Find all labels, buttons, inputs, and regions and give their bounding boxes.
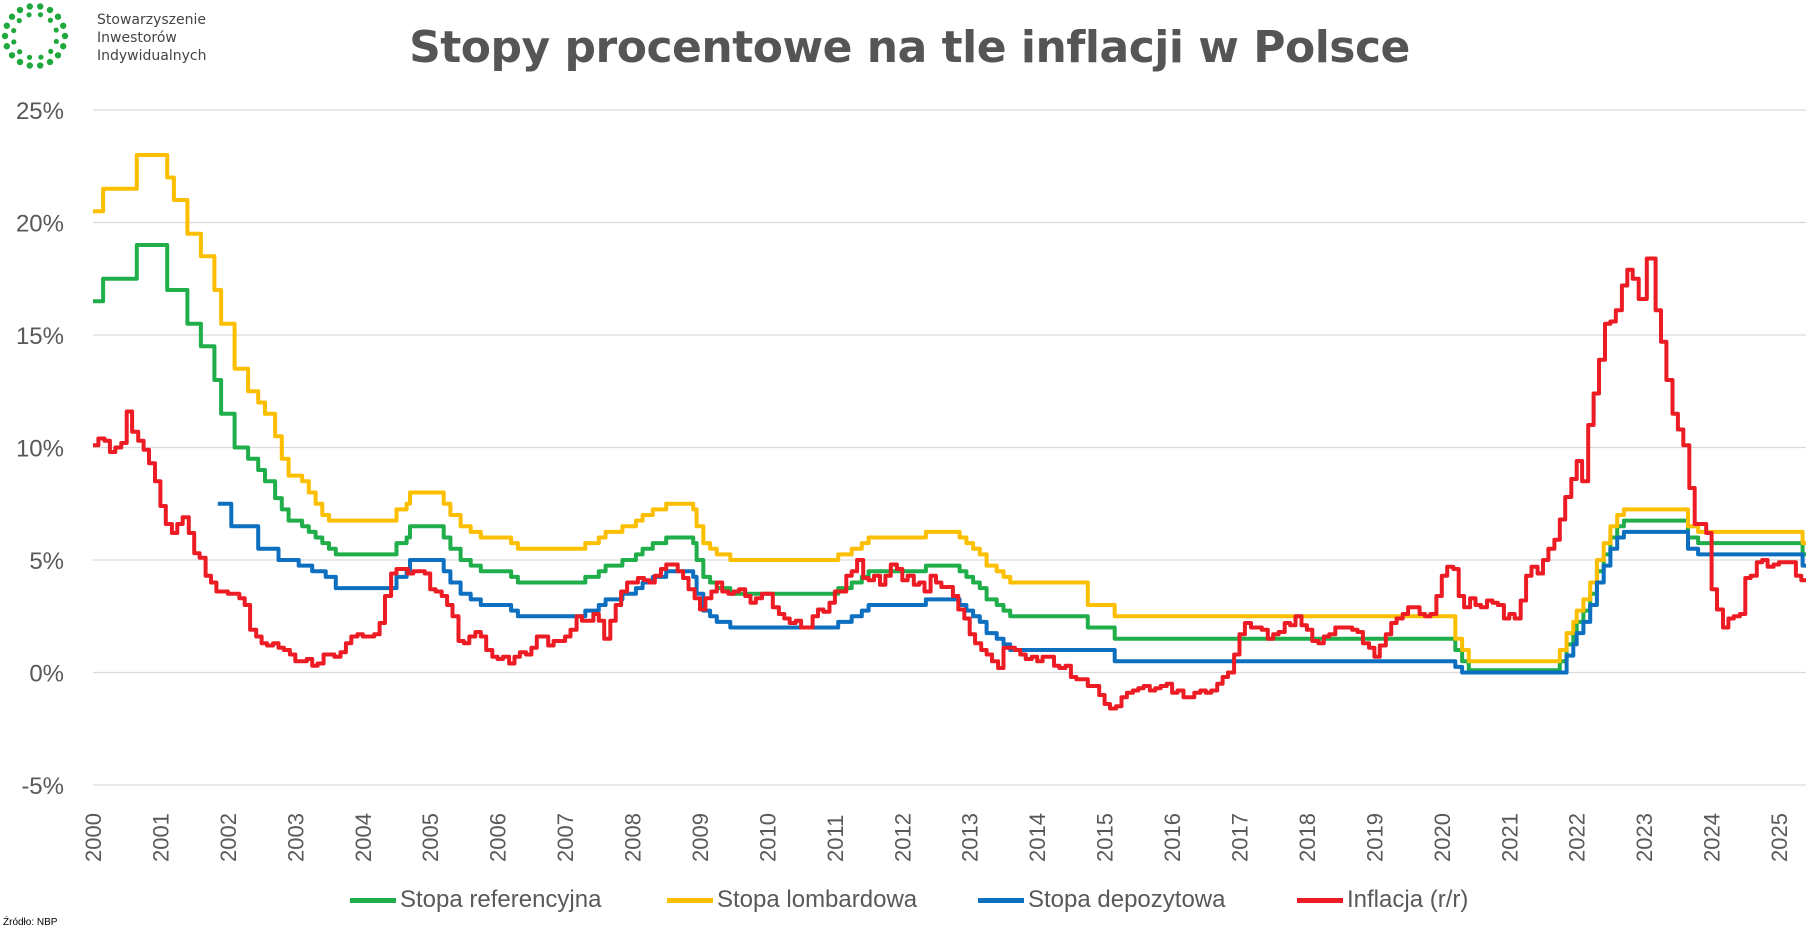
series-lines: [93, 153, 1806, 711]
logo-dot: [54, 52, 62, 59]
logo-dot: [26, 62, 33, 69]
x-tick-label: 2020: [1430, 813, 1455, 862]
x-tick-label: 2006: [486, 813, 511, 862]
x-tick-label: 2025: [1767, 813, 1792, 862]
logo-dot: [59, 22, 67, 29]
logo-text-line-3: Indywidualnych: [97, 48, 207, 64]
x-tick-label: 2021: [1497, 813, 1522, 862]
legend-label-referencyjna: Stopa referencyjna: [400, 886, 602, 913]
x-tick-label: 2014: [1025, 813, 1050, 862]
logo-dot: [38, 54, 44, 60]
x-tick-label: 2015: [1093, 813, 1118, 862]
logo-dot: [37, 3, 44, 10]
legend-swatch-inflacja: [1297, 897, 1343, 903]
logo-dot: [16, 58, 24, 66]
logo-dot: [37, 62, 44, 69]
logo-dot: [61, 32, 69, 40]
y-tick-label: 0%: [29, 661, 64, 688]
logo-dot: [47, 17, 53, 23]
x-tick-label: 2000: [81, 813, 106, 862]
logo-dot: [1, 32, 9, 40]
logo-dot: [37, 12, 44, 18]
logo-ring-icon: [1, 3, 69, 69]
x-tick-label: 2023: [1632, 813, 1657, 862]
x-tick-label: 2018: [1295, 813, 1320, 862]
legend-item-lombardowa: Stopa lombardowa: [667, 880, 917, 920]
x-tick-label: 2019: [1362, 813, 1387, 862]
x-tick-label: 2002: [216, 813, 241, 862]
legend-item-inflacja: Inflacja (r/r): [1297, 880, 1468, 920]
chart-title: Stopy procentowe na tle inflacji w Polsc…: [409, 22, 1410, 73]
logo-dot: [3, 22, 11, 29]
source-note: Źródło: NBP: [3, 917, 58, 928]
x-tick-label: 2004: [351, 813, 376, 862]
logo-dot: [46, 6, 54, 14]
logo-dot: [53, 38, 59, 45]
logo-dot: [11, 39, 17, 45]
series-line-2: [93, 153, 1806, 664]
x-tick-label: 2011: [823, 815, 848, 862]
logo-dot: [3, 43, 11, 50]
x-tick-label: 2005: [418, 813, 443, 862]
logo-text-line-1: Stowarzyszenie: [97, 12, 206, 28]
legend-label-depozytowa: Stopa depozytowa: [1028, 886, 1226, 913]
y-tick-label: 20%: [16, 211, 64, 238]
x-tick-label: 2013: [958, 813, 983, 862]
logo-dot: [26, 3, 33, 10]
x-tick-label: 2024: [1700, 813, 1725, 862]
logo-dot: [54, 13, 62, 20]
logo-dot: [8, 52, 16, 59]
logo-dot: [11, 27, 17, 34]
series-line-1: [93, 243, 1806, 673]
legend-swatch-referencyjna: [350, 897, 396, 903]
x-tick-label: 2016: [1160, 813, 1185, 862]
y-tick-label: -5%: [21, 773, 64, 800]
logo-dot: [17, 49, 23, 55]
logo-text-line-2: Inwestorów: [97, 30, 177, 46]
x-tick-label: 2009: [688, 813, 713, 862]
chart-plot: -5% 0% 5% 10% 15% 20% 25% 2000 2001 2002 2003 2004…: [16, 98, 1806, 862]
x-tick-label: 2010: [755, 813, 780, 862]
logo: Stowarzyszenie Inwestorów Indywidualnych: [0, 0, 230, 90]
y-tick-label: 5%: [29, 548, 64, 575]
logo-dot: [16, 6, 24, 14]
x-tick-label: 2022: [1565, 813, 1590, 862]
logo-dot: [59, 43, 67, 50]
x-tick-label: 2017: [1227, 813, 1252, 862]
legend-label-inflacja: Inflacja (r/r): [1347, 886, 1469, 913]
gridlines: [93, 109, 1806, 786]
y-tick-label: 10%: [16, 436, 64, 463]
series-line-4: [93, 256, 1806, 711]
x-axis-labels: 2000 2001 2002 2003 2004 2005 2006 2007 2008 2009…: [81, 813, 1792, 862]
logo-dot: [8, 13, 16, 20]
logo-dot: [48, 48, 54, 54]
logo-dot: [46, 58, 54, 66]
x-tick-label: 2001: [148, 813, 173, 862]
logo-dot: [16, 18, 22, 24]
y-tick-label: 25%: [16, 98, 64, 125]
legend: Stopa referencyjna Stopa lombardowa Stop…: [0, 880, 1819, 920]
y-axis-labels: -5% 0% 5% 10% 15% 20% 25%: [16, 98, 64, 800]
logo-dot: [53, 27, 59, 33]
x-tick-label: 2007: [553, 813, 578, 862]
y-tick-label: 15%: [16, 323, 64, 350]
legend-item-depozytowa: Stopa depozytowa: [978, 880, 1225, 920]
x-tick-label: 2012: [890, 813, 915, 862]
series-line-3: [217, 501, 1806, 675]
legend-item-referencyjna: Stopa referencyjna: [350, 880, 601, 920]
x-tick-label: 2003: [283, 813, 308, 862]
logo-dot: [26, 12, 32, 18]
logo-dot: [26, 54, 33, 60]
legend-swatch-depozytowa: [978, 897, 1024, 903]
x-tick-label: 2008: [621, 813, 646, 862]
legend-label-lombardowa: Stopa lombardowa: [717, 886, 918, 913]
legend-swatch-lombardowa: [667, 897, 713, 903]
